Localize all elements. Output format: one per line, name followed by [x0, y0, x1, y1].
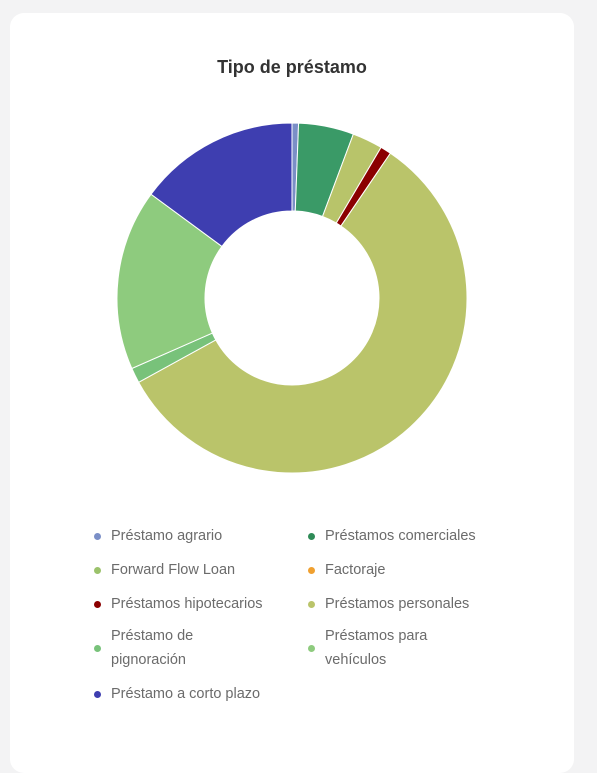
legend-item[interactable]: Préstamo agrario — [94, 524, 222, 548]
legend-item[interactable]: Forward Flow Loan — [94, 558, 235, 582]
legend-marker — [94, 644, 101, 652]
legend-item[interactable]: Préstamos comerciales — [308, 524, 476, 548]
legend-label: Préstamos comerciales — [325, 528, 476, 544]
legend-label: Préstamo agrario — [111, 528, 223, 544]
legend-item[interactable]: Préstamos hipotecarios — [94, 592, 263, 616]
legend-label: Préstamos hipotecarios — [111, 596, 263, 612]
legend-marker — [308, 644, 315, 652]
legend-label: Préstamos personales — [325, 596, 470, 612]
legend-marker — [94, 566, 101, 574]
legend-item[interactable]: Préstamos personales — [308, 592, 469, 616]
legend-item[interactable]: Factoraje — [308, 558, 385, 582]
chart-title: Tipo de préstamo — [217, 57, 367, 77]
legend-item[interactable]: Préstamos para vehículos — [308, 624, 427, 672]
legend-marker — [308, 532, 315, 540]
donut-slice[interactable] — [116, 193, 223, 370]
legend-marker — [94, 600, 101, 608]
legend-label: Préstamo de pignoración — [111, 628, 194, 668]
legend-label: Préstamos para vehículos — [325, 628, 428, 668]
legend-marker — [308, 566, 315, 574]
legend-marker — [94, 532, 101, 540]
legend-marker — [308, 600, 315, 608]
legend-label: Factoraje — [325, 562, 386, 578]
donut-chart — [116, 122, 468, 474]
donut-slice[interactable] — [137, 152, 468, 474]
legend-marker — [94, 690, 101, 698]
legend-label: Préstamo a corto plazo — [111, 686, 261, 702]
donut-slice[interactable] — [150, 122, 293, 248]
legend-label: Forward Flow Loan — [111, 562, 236, 578]
legend-item[interactable]: Préstamo de pignoración — [94, 624, 193, 672]
legend-item[interactable]: Préstamo a corto plazo — [94, 682, 260, 706]
